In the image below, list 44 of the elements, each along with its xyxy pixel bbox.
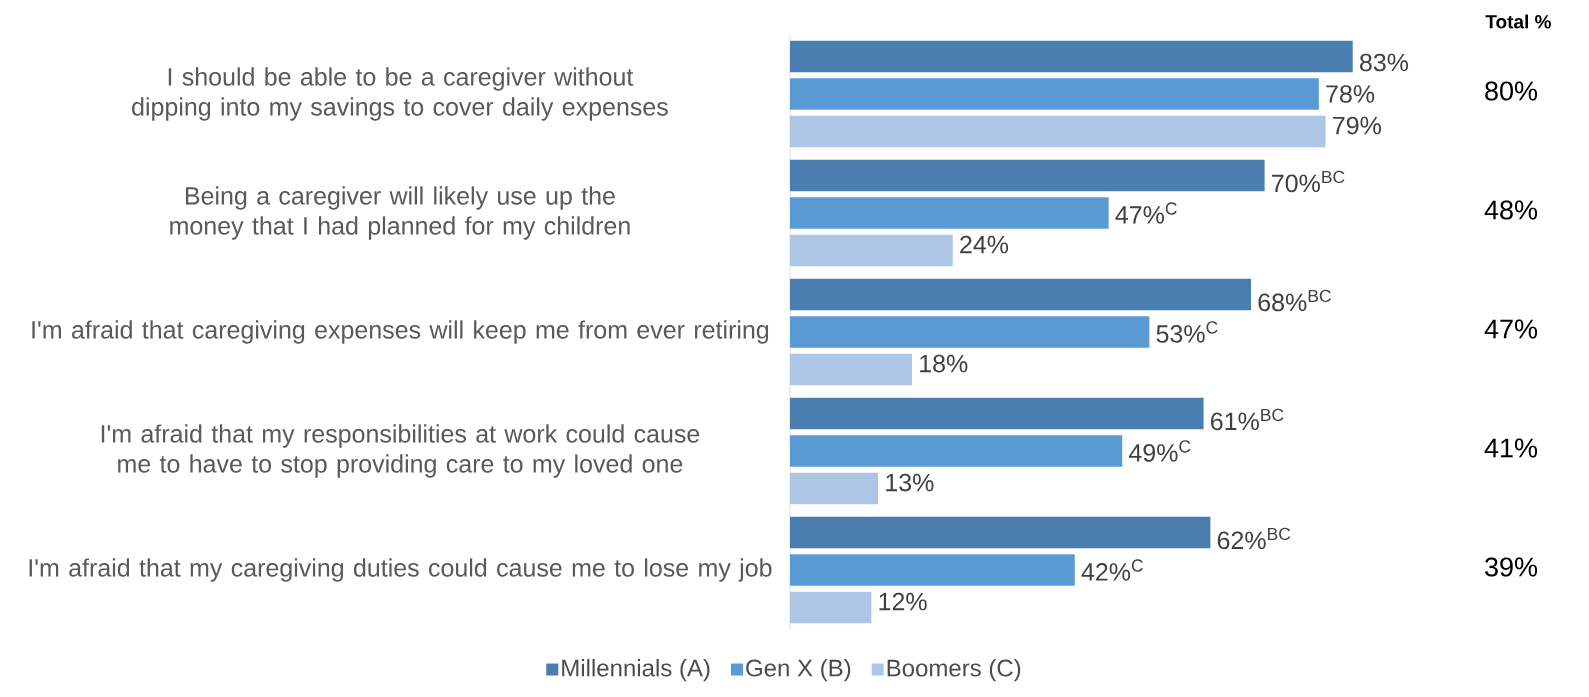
bar (790, 115, 1326, 148)
bar (790, 353, 913, 386)
bar (790, 78, 1319, 110)
bar (790, 234, 953, 267)
y-tick-label: I'm afraid that my caregiving duties could cause me to lose my job (29, 558, 772, 582)
data-label: 12% (879, 592, 927, 611)
data-label: 53%$^{C}$ (1156, 321, 1218, 343)
text: 41% (1484, 438, 1538, 458)
bar (790, 197, 1109, 229)
bar (790, 591, 872, 624)
bar (790, 435, 1123, 467)
y-tick-label: I should be able to be a caregiver without dipping into my savings to cover daily expenses (132, 67, 668, 121)
data-label: 68%$^{BC}$ (1258, 289, 1331, 312)
data-label: 70%$^{BC}$ (1272, 170, 1345, 193)
y-tick-label: I'm afraid that my responsibilities at work could cause me to have to stop providing care to my loved one (101, 424, 700, 478)
data-label: 42%$^{C}$ (1081, 559, 1143, 581)
text: 47% (1484, 319, 1538, 339)
bar (790, 278, 1252, 311)
text: 80% (1485, 81, 1538, 101)
bar (790, 316, 1150, 348)
y-tick-label: I'm afraid that caregiving expenses will keep me from ever retiring (32, 320, 769, 344)
bar (790, 554, 1075, 586)
text: Total % (1485, 14, 1551, 29)
data-label: 78% (1326, 85, 1375, 103)
legend-label: Millennials (A) (562, 658, 710, 682)
bar (790, 397, 1204, 430)
legend-label: Boomers (C) (887, 658, 1021, 682)
bar (790, 159, 1265, 192)
bar (790, 472, 879, 505)
text: 39% (1485, 557, 1538, 577)
bar (790, 40, 1353, 73)
bar (790, 516, 1211, 549)
text: 48% (1484, 200, 1538, 220)
data-label: 47%$^{C}$ (1115, 202, 1177, 224)
data-label: 13% (886, 473, 934, 492)
data-label: 79% (1333, 116, 1381, 135)
data-label: 18% (920, 354, 968, 373)
legend-label: Gen X (B) (746, 658, 851, 682)
data-label: 24% (960, 235, 1009, 254)
y-tick-label: Being a caregiver will likely use up the money that I had planned for my children (170, 186, 630, 240)
data-label: 49%$^{C}$ (1129, 440, 1191, 462)
data-label: 83% (1360, 53, 1409, 72)
data-label: 62%$^{BC}$ (1217, 527, 1291, 550)
data-label: 61%$^{BC}$ (1211, 408, 1284, 431)
